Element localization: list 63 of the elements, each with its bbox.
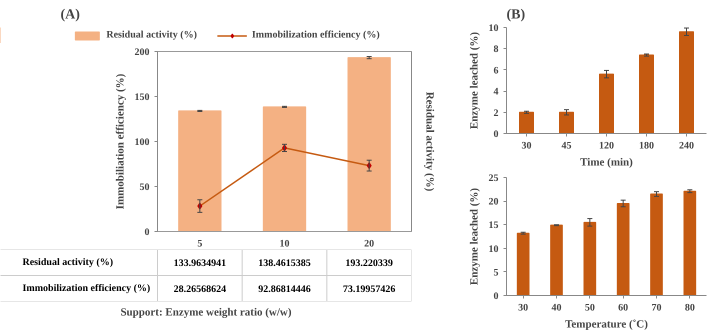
bar (262, 106, 306, 232)
y-tick-label: 8 (494, 44, 498, 56)
data-label: 138.4615385 (258, 258, 311, 269)
text: Immobilization efficiency (%) (22, 283, 150, 294)
x-tick-label: 240 (679, 140, 694, 152)
bar (178, 110, 222, 232)
x-axis-title: Time (min) (580, 156, 634, 168)
x-tick-label: 5 (197, 238, 202, 250)
bar (516, 232, 530, 296)
bar (684, 190, 696, 296)
data-label: 193.220339 (345, 258, 393, 269)
bar (616, 202, 630, 296)
x-tick-label: 180 (639, 140, 654, 152)
y-tick-label: 0 (144, 227, 150, 238)
x-tick-label: 120 (599, 140, 614, 152)
x-tick-label: 30 (522, 140, 532, 152)
bar (679, 31, 694, 134)
x-tick-label: 70 (652, 302, 662, 314)
data-label: 73.19957426 (342, 284, 396, 295)
bar (584, 222, 596, 296)
bar (519, 112, 534, 134)
y-tick-label: 100 (134, 137, 150, 148)
x-tick-label: 10 (280, 238, 290, 250)
data-label: 92.86814446 (258, 284, 311, 295)
bar (348, 57, 391, 232)
x-tick-label: 80 (684, 302, 695, 314)
data-label: 28.26568624 (174, 284, 226, 295)
y-axis-title: Enzyme leached (%) (468, 188, 480, 286)
bar (559, 112, 574, 134)
y-tick-label: 50 (140, 182, 150, 193)
x-tick-label: 40 (552, 302, 562, 314)
x-tick-label: 30 (518, 302, 528, 314)
y-tick-label: 25 (488, 173, 498, 184)
y-tick-label: 2 (494, 108, 498, 119)
y-tick-label: 15 (488, 220, 498, 232)
x-tick-label: 50 (584, 302, 595, 314)
y-axis-title: Enzyme leached (%) (468, 32, 480, 130)
y-tick-label: 5 (494, 267, 498, 278)
bar (639, 54, 654, 134)
y-tick-label: 150 (134, 92, 150, 103)
y-tick-label: 200 (134, 47, 150, 58)
legend-label: Immobilization efficiency (%) (252, 30, 380, 40)
y-axis-title: Immobiliation efficiency (%) (114, 73, 126, 210)
bar (599, 74, 614, 134)
y-tick-label: 4 (494, 86, 498, 98)
x-tick-label: 20 (364, 238, 374, 250)
bar (550, 224, 563, 296)
bar (650, 194, 663, 296)
y2-axis-title: Residual activity (%) (424, 92, 436, 192)
y-tick-label: 10 (488, 23, 498, 34)
legend-label: Residual activity (%) (106, 30, 197, 40)
chart-title: (A) (60, 8, 80, 22)
y-tick-label: 20 (488, 196, 498, 208)
x-axis-title: Temperature (˚C) (565, 318, 648, 330)
data-label: 133.9634941 (174, 258, 226, 269)
y-tick-label: 0 (494, 291, 498, 302)
y-tick-label: 6 (494, 65, 498, 76)
text: Residual activity (%) (22, 257, 114, 268)
chart-title: (B) (506, 8, 526, 22)
x-tick-label: 45 (562, 140, 572, 152)
y-tick-label: 0 (494, 129, 498, 140)
x-tick-label: 60 (618, 302, 628, 314)
x-axis-title: Support: Enzyme weight ratio (w/w) (120, 306, 292, 318)
